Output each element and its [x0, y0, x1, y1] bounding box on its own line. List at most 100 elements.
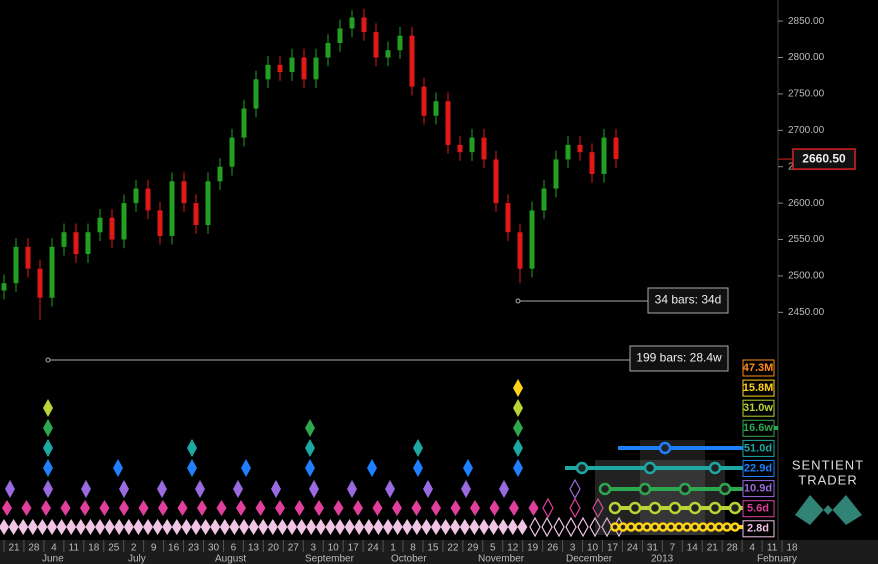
- cycle-legend-box: [742, 419, 775, 437]
- candle-body: [289, 57, 295, 73]
- x-day-label: 23: [188, 543, 200, 554]
- projection-node: [668, 501, 682, 515]
- cycle-diamond: [158, 500, 168, 516]
- cycle-legend-box: [742, 439, 775, 457]
- x-month-label: December: [566, 554, 613, 564]
- cycle-diamond: [305, 439, 315, 457]
- x-day-label: 24: [368, 543, 380, 554]
- cycle-diamond: [592, 497, 604, 519]
- cycle-diamond: [488, 519, 499, 535]
- x-axis-band: [0, 540, 878, 564]
- cycle-diamond: [450, 519, 461, 535]
- cycle-diamond: [459, 519, 470, 535]
- cycle-diamond: [43, 439, 53, 457]
- cycle-diamond: [138, 500, 149, 516]
- candle-body: [169, 181, 175, 236]
- cycle-diamond: [513, 399, 523, 417]
- cycle-diamond: [43, 399, 53, 417]
- cycle-diamond: [565, 516, 577, 538]
- candle-body: [313, 57, 319, 80]
- cycle-diamond: [372, 500, 383, 516]
- cycle-diamond: [133, 519, 144, 535]
- cycle-diamond: [200, 519, 211, 535]
- cycle-diamond: [305, 459, 315, 477]
- cycle-diamond: [81, 480, 91, 498]
- projection-node: [610, 522, 620, 532]
- cycle-diamond: [431, 519, 441, 535]
- x-day-label: 11: [69, 543, 80, 554]
- cycle-legend-label: 15.8M: [743, 382, 774, 394]
- cycle-diamond: [119, 480, 129, 498]
- candle-body: [601, 137, 607, 175]
- y-tick-label: 2700.00: [788, 125, 825, 136]
- cycle-diamond: [248, 519, 259, 535]
- x-day-label: 7: [670, 543, 676, 554]
- x-day-label: 16: [168, 543, 180, 554]
- projection-node: [628, 501, 642, 515]
- projection-node: [722, 522, 732, 532]
- y-tick-label: 2850.00: [788, 16, 825, 27]
- cycle-diamond: [21, 500, 32, 516]
- x-month-label: 2013: [651, 554, 674, 564]
- cycle-legend-box: [742, 359, 775, 377]
- cycle-diamond: [309, 480, 319, 498]
- cycle-legend-label: 2.8d: [747, 523, 769, 535]
- candle-body: [529, 210, 535, 269]
- projection-node: [688, 501, 702, 515]
- cycle-diamond: [43, 419, 53, 437]
- annotation-box: [647, 287, 729, 314]
- cycle-diamond: [344, 519, 355, 535]
- cycle-diamond: [162, 519, 173, 535]
- projection-node: [618, 522, 628, 532]
- cycle-diamond: [216, 500, 227, 516]
- candle-body: [589, 152, 595, 175]
- cycle-diamond: [363, 519, 374, 535]
- y-tick-label: 2500.00: [788, 271, 825, 282]
- x-day-label: 8: [410, 543, 416, 554]
- cycle-diamond: [507, 519, 518, 535]
- x-day-label: 4: [749, 543, 755, 554]
- x-month-label: October: [391, 554, 427, 564]
- cycle-diamond: [157, 480, 167, 498]
- x-day-label: 30: [208, 543, 220, 554]
- projection-node: [682, 522, 692, 532]
- candle-body: [445, 101, 451, 145]
- cycle-diamond: [239, 519, 249, 535]
- candle-body: [565, 144, 571, 160]
- projection-node: [678, 482, 692, 496]
- cycle-diamond: [353, 500, 363, 516]
- cycle-diamond: [513, 379, 523, 397]
- x-day-label: 9: [151, 543, 157, 554]
- cycle-diamond: [287, 519, 297, 535]
- cycle-diamond: [383, 519, 393, 535]
- cycle-legend-box: [742, 379, 775, 397]
- x-day-label: 17: [607, 543, 619, 554]
- cycle-diamond: [509, 500, 519, 516]
- cycle-legend-box: [742, 500, 775, 518]
- x-day-label: 17: [348, 543, 360, 554]
- candle-body: [97, 217, 103, 233]
- cycle-diamond: [8, 519, 19, 535]
- cycle-diamond: [60, 500, 71, 516]
- cycle-diamond: [553, 516, 565, 538]
- logo-mark: [795, 495, 862, 525]
- x-day-label: 11: [767, 543, 778, 554]
- cycle-diamond: [75, 519, 86, 535]
- cycle-diamond: [517, 519, 528, 535]
- cycle-diamond: [43, 480, 53, 498]
- cycle-diamond: [440, 519, 451, 535]
- cycle-diamond: [41, 500, 51, 516]
- logo-line2: TRADER: [798, 472, 857, 487]
- candle-body: [109, 217, 115, 240]
- candle-body: [85, 232, 91, 255]
- cycle-diamond: [143, 519, 153, 535]
- cycle-diamond: [541, 516, 553, 538]
- x-day-label: 10: [328, 543, 340, 554]
- candle-body: [457, 144, 463, 153]
- cycle-diamond: [271, 480, 281, 498]
- x-day-label: 3: [310, 543, 316, 554]
- projection-node: [708, 461, 722, 475]
- last-price-label: 2660.50: [802, 151, 846, 165]
